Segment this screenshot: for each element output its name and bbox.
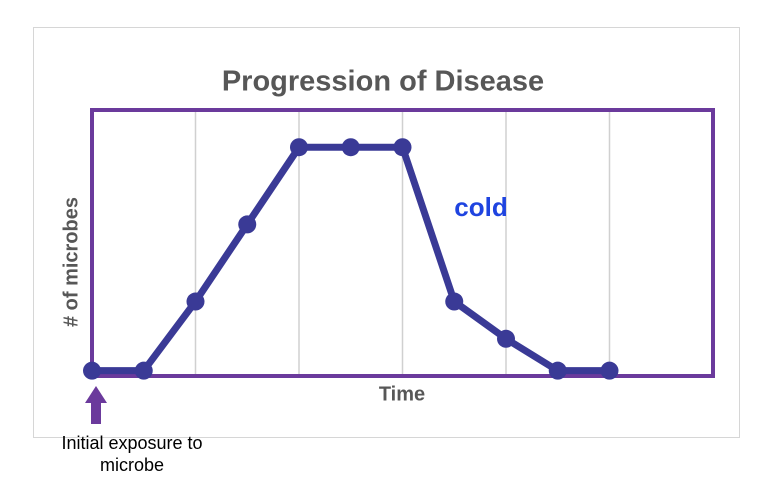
point bbox=[238, 215, 257, 234]
point bbox=[83, 361, 101, 380]
point bbox=[497, 329, 515, 348]
point bbox=[290, 138, 308, 157]
point bbox=[600, 361, 619, 380]
point bbox=[341, 138, 360, 157]
exposure-label: Initial exposure to bbox=[61, 433, 202, 453]
point bbox=[134, 361, 153, 380]
point bbox=[445, 292, 464, 311]
exposure-label: microbe bbox=[100, 455, 164, 475]
point bbox=[393, 138, 412, 157]
chart-title: Progression of Disease bbox=[222, 66, 544, 98]
point bbox=[186, 292, 205, 311]
plot-border bbox=[90, 108, 715, 378]
annotation: cold bbox=[454, 192, 507, 222]
x-axis-label: Time bbox=[379, 383, 425, 405]
point bbox=[548, 361, 567, 380]
exposure-arrow bbox=[85, 386, 107, 424]
y-axis-label: # of microbes bbox=[60, 197, 82, 327]
